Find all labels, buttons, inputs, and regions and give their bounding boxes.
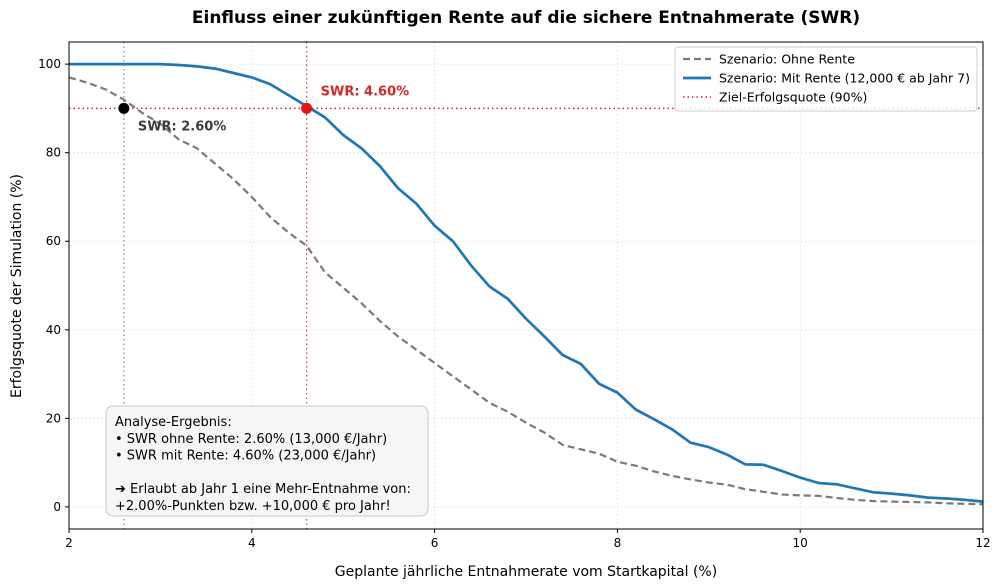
markers: SWR: 2.60% SWR: 4.60% (118, 84, 409, 134)
plot-frame (68, 41, 984, 530)
y-axis-label: Erfolgsquote der Simulation (%) (9, 174, 25, 398)
annotation-box: Analyse-Ergebnis: • SWR ohne Rente: 2.60%… (105, 405, 429, 517)
x-tick-label: 4 (248, 536, 256, 550)
y-tick-label: 0 (53, 500, 61, 514)
chart-title: Einfluss einer zukünftigen Rente auf die… (192, 8, 860, 28)
x-tick-label: 8 (614, 536, 622, 550)
annotation-line: Analyse-Ergebnis: (115, 415, 232, 430)
y-tick-label: 40 (46, 323, 61, 337)
swr-marker-label-1: SWR: 2.60% (138, 119, 227, 134)
legend: Szenario: Ohne Rente Szenario: Mit Rente … (674, 46, 978, 112)
swr-marker-2 (301, 102, 313, 114)
y-tick-label: 80 (46, 146, 61, 160)
x-tick-label: 6 (431, 536, 439, 550)
annotation-line: • SWR mit Rente: 4.60% (23,000 €/Jahr) (115, 449, 376, 464)
x-tick-label: 2 (65, 536, 73, 550)
y-tick-label: 100 (38, 57, 61, 71)
annotation-line: +2.00%-Punkten bzw. +10,000 € pro Jahr! (115, 499, 391, 514)
legend-label-2: Szenario: Mit Rente (12,000 € ab Jahr 7) (719, 71, 970, 86)
legend-frame (674, 46, 978, 112)
swr-marker-label-2: SWR: 4.60% (321, 84, 410, 99)
y-tick-label: 60 (46, 234, 61, 248)
series-line-2 (69, 62, 984, 503)
x-tick-label: 10 (793, 536, 808, 550)
x-axis-label: Geplante jährliche Entnahmerate vom Star… (335, 564, 717, 580)
series-line-1 (68, 76, 984, 506)
legend-label-1: Szenario: Ohne Rente (719, 52, 855, 67)
y-tick-label: 20 (46, 411, 61, 425)
x-tick-label: 12 (975, 536, 990, 550)
legend-label-3: Ziel-Erfolgsquote (90%) (719, 90, 867, 105)
annotation-line: ➔ Erlaubt ab Jahr 1 eine Mehr-Entnahme v… (115, 482, 411, 497)
annotation-line: • SWR ohne Rente: 2.60% (13,000 €/Jahr) (115, 432, 387, 447)
ticks: 2 4 6 8 10 12 0 20 40 60 80 100 (38, 57, 991, 550)
annotation-frame (105, 405, 429, 517)
swr-marker-1 (118, 102, 130, 114)
